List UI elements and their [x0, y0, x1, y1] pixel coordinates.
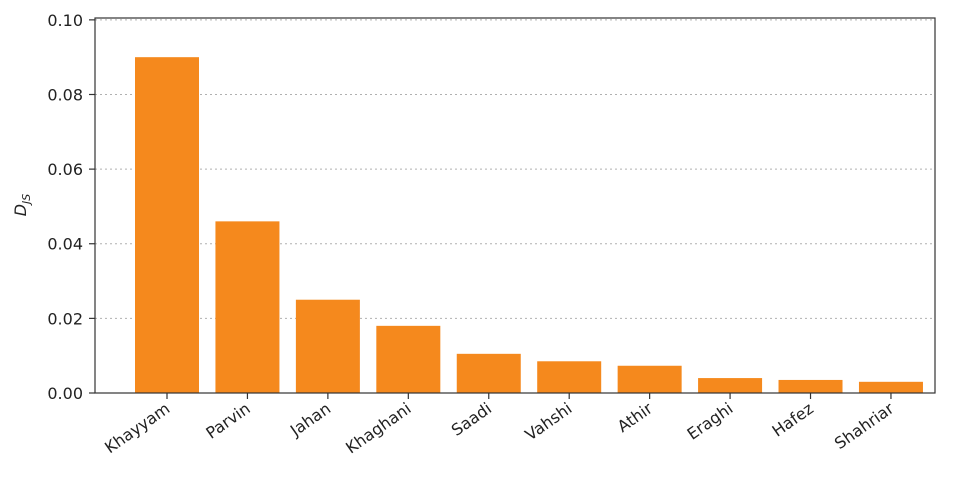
- y-label-main: D: [11, 204, 30, 216]
- bar: [295, 299, 360, 393]
- bar: [215, 221, 280, 393]
- bar: [858, 381, 923, 393]
- bar: [456, 353, 521, 393]
- y-tick-label: 0.00: [47, 384, 83, 403]
- x-tick-label: Hafez: [768, 399, 816, 441]
- bar: [537, 361, 602, 393]
- x-tick-label: Parvin: [202, 399, 253, 443]
- x-tick-label: Khayyam: [101, 399, 173, 457]
- x-tick-label: Shahriar: [831, 398, 898, 453]
- x-tick-label: Vahshi: [522, 399, 576, 445]
- plot-frame: [94, 17, 936, 394]
- x-tick-label: Khaghani: [342, 399, 414, 458]
- bar: [135, 57, 199, 393]
- y-tick-label: 0.02: [47, 309, 83, 328]
- y-tick-label: 0.08: [47, 85, 83, 104]
- bar: [376, 325, 441, 393]
- bar: [617, 365, 682, 393]
- bar: [698, 378, 763, 393]
- x-tick-label: Jahan: [286, 399, 334, 441]
- bar: [778, 379, 843, 393]
- y-tick-label: 0.06: [47, 160, 83, 179]
- y-axis-label: DJS: [11, 194, 33, 217]
- y-label-sub: JS: [20, 194, 33, 206]
- x-tick-label: Athir: [614, 398, 656, 436]
- y-tick-label: 0.10: [47, 11, 83, 30]
- x-tick-label: Eraghi: [684, 399, 737, 444]
- y-tick-label: 0.04: [47, 235, 83, 254]
- x-tick-label: Saadi: [448, 399, 495, 440]
